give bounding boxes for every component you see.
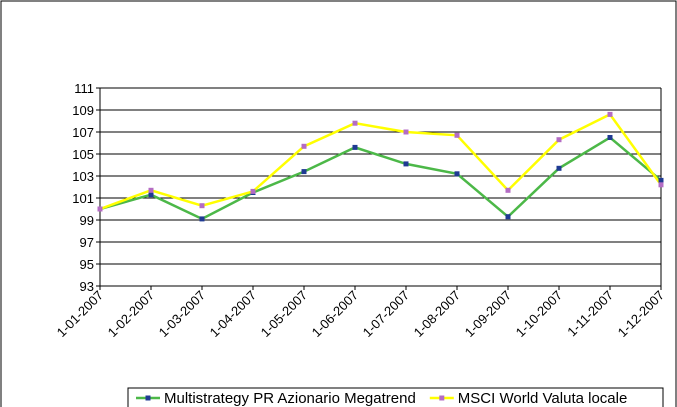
data-point [658, 182, 664, 188]
legend-label: Multistrategy PR Azionario Megatrend [164, 390, 416, 407]
legend-marker [439, 395, 445, 401]
y-tick-label: 105 [72, 147, 94, 162]
y-tick-label: 101 [72, 191, 94, 206]
data-point [505, 214, 511, 220]
data-point [556, 165, 562, 171]
y-tick-label: 93 [80, 279, 94, 294]
series-line [99, 135, 662, 221]
data-point [199, 216, 205, 222]
data-point [148, 187, 154, 193]
y-tick-label: 103 [72, 169, 94, 184]
data-point [301, 143, 307, 149]
data-point [658, 177, 664, 183]
y-tick-label: 107 [72, 125, 94, 140]
legend-label: MSCI World Valuta locale [458, 390, 628, 407]
series-line [99, 112, 663, 211]
data-point [607, 111, 613, 117]
y-tick-label: 95 [80, 257, 94, 272]
y-tick-label: 111 [74, 81, 94, 96]
data-point [505, 187, 511, 193]
y-tick-label: 99 [80, 213, 94, 228]
data-point [403, 129, 409, 135]
data-point [250, 188, 256, 194]
y-tick-label: 97 [80, 235, 94, 250]
data-point [352, 144, 358, 150]
data-point [556, 137, 562, 143]
data-point [352, 120, 358, 126]
data-point [199, 203, 205, 209]
y-tick-label: 109 [72, 103, 94, 118]
legend-marker [145, 395, 151, 401]
legend [127, 387, 664, 407]
data-point [454, 171, 460, 177]
data-point [403, 161, 409, 167]
data-point [148, 192, 154, 198]
data-point [607, 135, 613, 140]
data-point [454, 132, 460, 138]
data-point [97, 206, 103, 212]
data-point [301, 169, 307, 175]
